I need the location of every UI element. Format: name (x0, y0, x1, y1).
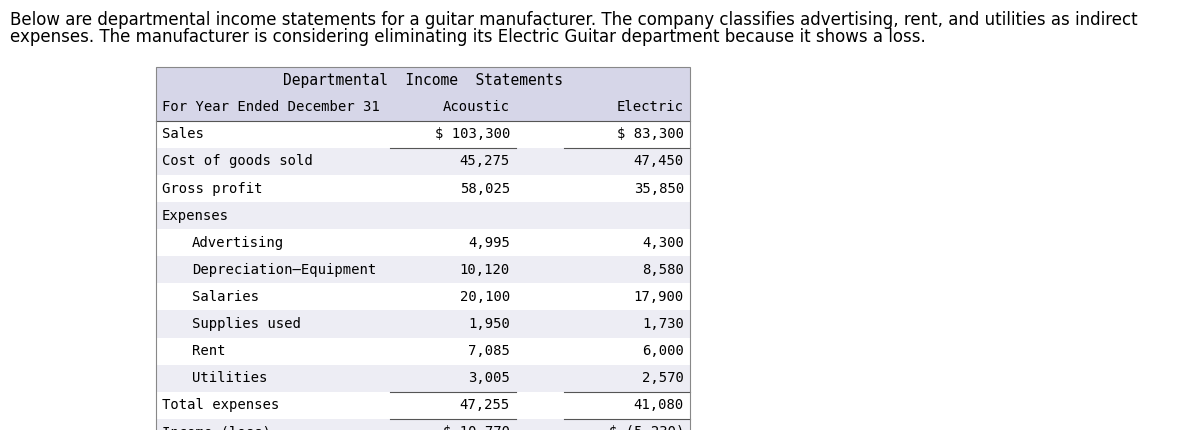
Text: Sales: Sales (162, 127, 204, 141)
Bar (156, 256, 690, 283)
Text: 20,100: 20,100 (460, 290, 510, 304)
Text: 4,300: 4,300 (642, 236, 684, 250)
Text: $ 10,770: $ 10,770 (443, 425, 510, 430)
Text: Below are departmental income statements for a guitar manufacturer. The company : Below are departmental income statements… (10, 11, 1138, 29)
Bar (156, 365, 690, 392)
Text: 1,730: 1,730 (642, 317, 684, 331)
Bar (156, 310, 690, 338)
Bar (156, 229, 690, 256)
Text: 6,000: 6,000 (642, 344, 684, 358)
Text: 8,580: 8,580 (642, 263, 684, 277)
Text: 17,900: 17,900 (634, 290, 684, 304)
Text: Cost of goods sold: Cost of goods sold (162, 154, 313, 169)
Text: Electric: Electric (617, 100, 684, 114)
Text: Advertising: Advertising (192, 236, 284, 250)
Text: Income (loss): Income (loss) (162, 425, 271, 430)
Text: 4,995: 4,995 (468, 236, 510, 250)
Text: 41,080: 41,080 (634, 398, 684, 412)
Bar (156, 148, 690, 175)
Text: 2,570: 2,570 (642, 371, 684, 385)
Text: 47,450: 47,450 (634, 154, 684, 169)
Text: 45,275: 45,275 (460, 154, 510, 169)
Text: Depreciation–Equipment: Depreciation–Equipment (192, 263, 377, 277)
Text: Gross profit: Gross profit (162, 181, 263, 196)
Bar (156, 67, 690, 430)
Text: Salaries: Salaries (192, 290, 259, 304)
Text: Departmental  Income  Statements: Departmental Income Statements (283, 73, 563, 88)
Bar (156, 419, 690, 430)
Text: Supplies used: Supplies used (192, 317, 301, 331)
Bar (156, 94, 690, 121)
Bar (156, 121, 690, 148)
Text: 1,950: 1,950 (468, 317, 510, 331)
Text: 7,085: 7,085 (468, 344, 510, 358)
Text: 47,255: 47,255 (460, 398, 510, 412)
Bar (156, 283, 690, 310)
Text: 58,025: 58,025 (460, 181, 510, 196)
Text: 10,120: 10,120 (460, 263, 510, 277)
Text: Utilities: Utilities (192, 371, 268, 385)
Bar (156, 202, 690, 229)
Text: 35,850: 35,850 (634, 181, 684, 196)
Text: Rent: Rent (192, 344, 226, 358)
Bar (156, 67, 690, 94)
Bar (156, 338, 690, 365)
Text: For Year Ended December 31: For Year Ended December 31 (162, 100, 379, 114)
Text: $ (5,230): $ (5,230) (608, 425, 684, 430)
Text: $ 103,300: $ 103,300 (434, 127, 510, 141)
Bar (156, 392, 690, 419)
Text: Acoustic: Acoustic (443, 100, 510, 114)
Text: 3,005: 3,005 (468, 371, 510, 385)
Text: $ 83,300: $ 83,300 (617, 127, 684, 141)
Text: Expenses: Expenses (162, 209, 229, 223)
Text: Total expenses: Total expenses (162, 398, 280, 412)
Bar (156, 175, 690, 202)
Text: expenses. The manufacturer is considering eliminating its Electric Guitar depart: expenses. The manufacturer is considerin… (10, 28, 925, 46)
